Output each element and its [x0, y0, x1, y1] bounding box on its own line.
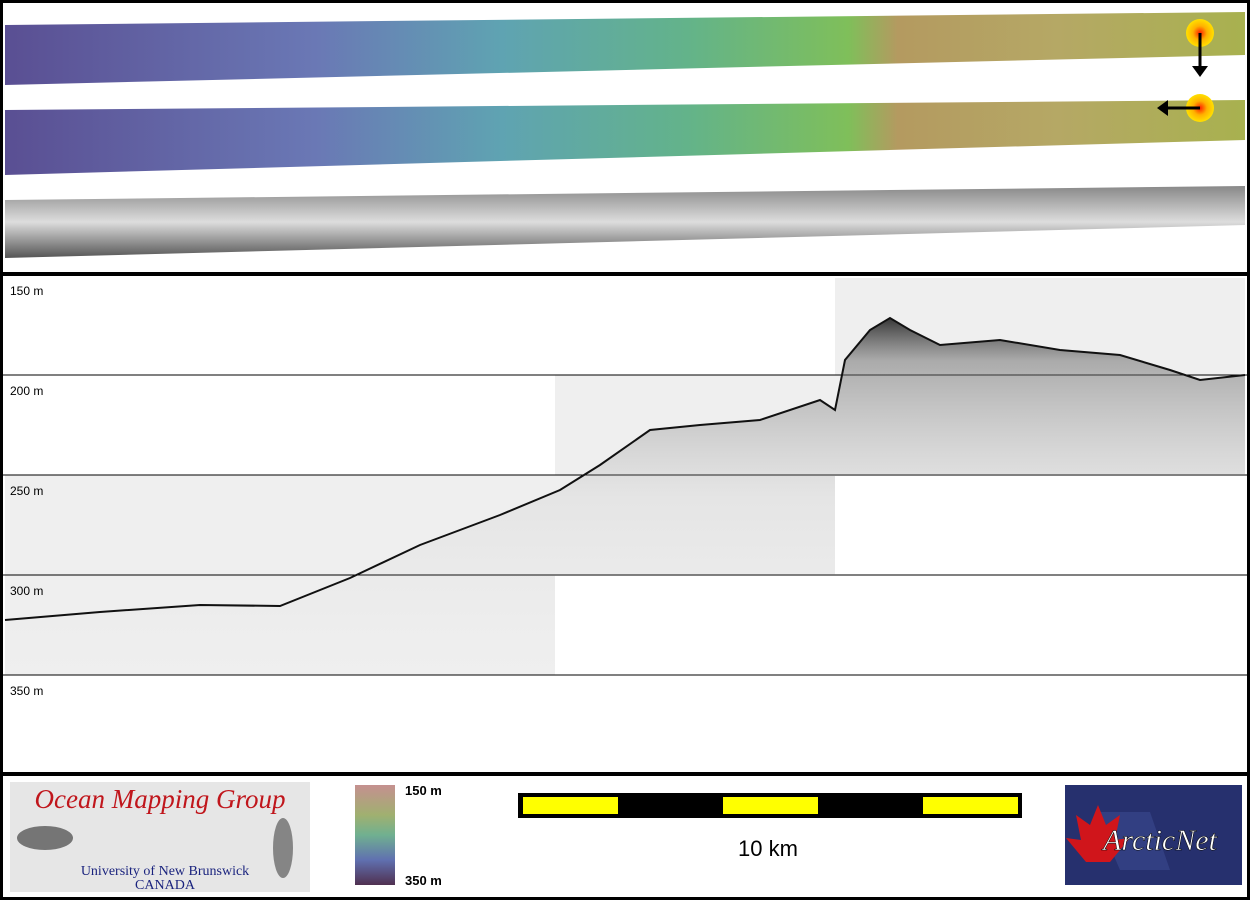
logo-name: ArcticNet [1101, 824, 1218, 857]
logo-title: Ocean Mapping Group [35, 784, 286, 814]
depth-label: 150 m [10, 284, 43, 298]
omg-logo: Ocean Mapping Group University of New Br… [10, 782, 310, 893]
logo-university: University of New Brunswick [81, 864, 249, 879]
logo-country: CANADA [135, 878, 196, 893]
depth-label: 350 m [10, 684, 43, 698]
depth-label: 200 m [10, 384, 43, 398]
depth-label: 300 m [10, 584, 43, 598]
bathymetry-strip [5, 100, 1245, 175]
sun-icon [1186, 19, 1214, 77]
seafloor-echo [5, 318, 1245, 675]
colorbar-label: 150 m [405, 783, 442, 798]
scale-bar [518, 793, 1022, 818]
depth-label: 250 m [10, 484, 43, 498]
sun-icon [1157, 94, 1214, 122]
scale-label: 10 km [738, 836, 798, 861]
colorbar-label: 350 m [405, 873, 442, 888]
arcticnet-logo: ArcticNet [1065, 785, 1242, 885]
backscatter-strip [5, 186, 1245, 258]
seafloor-line [4, 316, 1246, 621]
bathymetry-strip [5, 12, 1245, 85]
colorbar [355, 785, 395, 885]
